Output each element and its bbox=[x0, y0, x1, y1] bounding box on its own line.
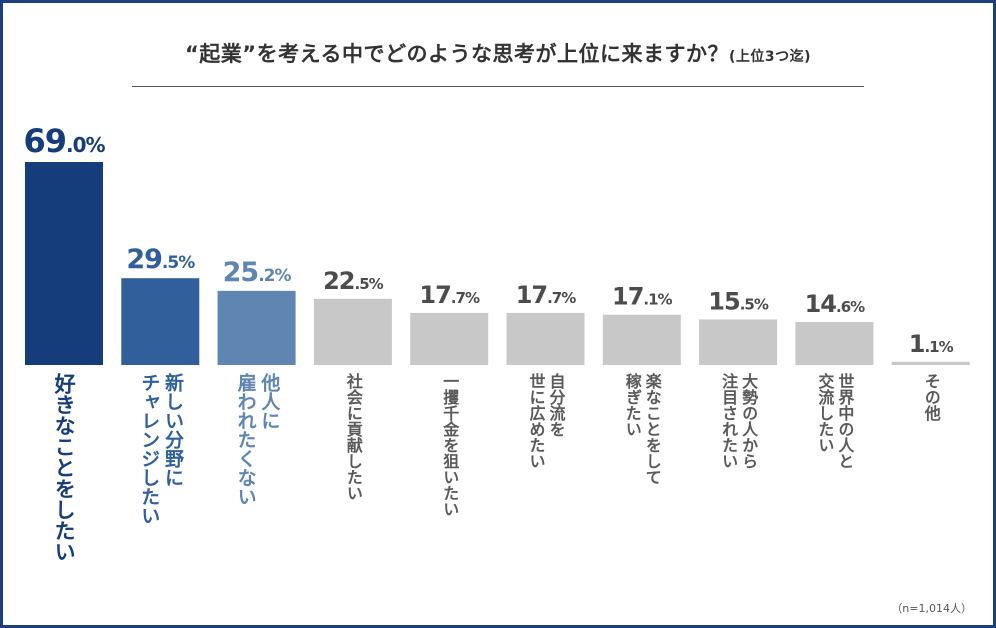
category-label-line: 大勢の人から bbox=[739, 373, 759, 469]
category-label-line: 雇われたくない bbox=[234, 373, 257, 506]
category-label-line: 世に広めたい bbox=[526, 373, 546, 469]
bar-3 bbox=[217, 290, 296, 365]
category-label-2: 新しい分野に チャレンジしたい bbox=[137, 373, 185, 613]
value-label-int: 17 bbox=[516, 281, 547, 309]
category-label-line: 注目されたい bbox=[719, 373, 739, 469]
value-label-int: 29 bbox=[126, 244, 162, 275]
value-label-dec: .1% bbox=[924, 338, 953, 356]
value-label-dec: .5% bbox=[162, 253, 195, 273]
value-label-6: 17.7% bbox=[516, 281, 577, 309]
category-label-line: その他 bbox=[921, 373, 941, 421]
value-label-int: 25 bbox=[223, 257, 259, 288]
value-label-10: 1.1% bbox=[909, 330, 954, 358]
category-label-5: 一攫千金を狙いたい bbox=[439, 373, 459, 613]
category-label-line: 好きなことをしたい bbox=[52, 373, 77, 562]
category-label-8: 大勢の人から 注目されたい bbox=[718, 373, 758, 613]
value-label-3: 25.2% bbox=[223, 257, 292, 288]
bar-4 bbox=[313, 298, 392, 365]
value-label-2: 29.5% bbox=[126, 244, 195, 275]
bar-1 bbox=[25, 162, 103, 365]
value-label-dec: .0% bbox=[66, 133, 106, 157]
category-label-line: 新しい分野に bbox=[162, 373, 185, 487]
bar-2 bbox=[121, 278, 200, 365]
chart-title: “起業”を考える中でどのような思考が上位に来ますか？(上位3つ迄) bbox=[0, 38, 996, 68]
category-label-box-5: 一攫千金を狙いたい bbox=[439, 373, 459, 613]
value-label-int: 69 bbox=[23, 122, 66, 160]
category-label-7: 楽なことをして 稼ぎたい bbox=[622, 373, 662, 613]
category-label-6: 自分流を 世に広めたい bbox=[526, 373, 566, 613]
bar-7 bbox=[602, 314, 681, 365]
bar-10 bbox=[891, 361, 970, 365]
value-label-dec: .7% bbox=[547, 289, 576, 307]
bar-5 bbox=[410, 312, 489, 365]
value-label-8: 15.5% bbox=[708, 287, 769, 315]
category-label-4: 社会に貢献したい bbox=[343, 373, 363, 613]
value-label-1: 69.0% bbox=[23, 122, 105, 160]
category-label-line: 世界中の人と bbox=[835, 373, 855, 469]
category-label-line: チャレンジしたい bbox=[138, 373, 161, 525]
value-label-int: 22 bbox=[323, 267, 354, 295]
category-label-line: 他人に bbox=[258, 373, 281, 430]
value-label-int: 17 bbox=[612, 283, 643, 311]
category-label-line: 交流したい bbox=[815, 373, 835, 453]
chart-title-main: “起業”を考える中でどのような思考が上位に来ますか？ bbox=[184, 42, 729, 66]
value-label-5: 17.7% bbox=[419, 281, 480, 309]
category-label-1: 好きなことをしたい bbox=[51, 373, 77, 613]
value-label-dec: .6% bbox=[836, 298, 865, 316]
category-label-3: 他人に 雇われたくない bbox=[233, 373, 281, 613]
bar-8 bbox=[699, 319, 778, 365]
category-label-box-4: 社会に貢献したい bbox=[343, 373, 363, 613]
value-label-int: 17 bbox=[419, 281, 450, 309]
category-label-line: 稼ぎたい bbox=[622, 373, 642, 437]
value-label-int: 1 bbox=[909, 330, 925, 358]
category-label-box-1: 好きなことをしたい bbox=[51, 373, 77, 613]
value-label-dec: .5% bbox=[740, 295, 769, 313]
category-label-line: 自分流を bbox=[546, 373, 566, 437]
value-label-dec: .5% bbox=[355, 275, 384, 293]
value-label-7: 17.1% bbox=[612, 283, 673, 311]
value-label-9: 14.6% bbox=[805, 290, 866, 318]
value-label-dec: .1% bbox=[643, 291, 672, 309]
chart-title-sub: (上位3つ迄) bbox=[728, 49, 812, 65]
category-label-line: 社会に貢献したい bbox=[343, 373, 363, 501]
category-label-line: 一攫千金を狙いたい bbox=[440, 373, 460, 517]
value-label-dec: .7% bbox=[451, 289, 480, 307]
value-label-4: 22.5% bbox=[323, 267, 384, 295]
value-label-dec: .2% bbox=[258, 266, 291, 286]
bar-6 bbox=[506, 312, 585, 365]
category-label-box-10: その他 bbox=[921, 373, 941, 613]
category-label-9: 世界中の人と 交流したい bbox=[814, 373, 854, 613]
sample-size-note: （n=1,014人） bbox=[891, 602, 972, 615]
value-label-int: 15 bbox=[708, 287, 740, 315]
title-divider bbox=[132, 86, 864, 87]
category-label-10: その他 bbox=[921, 373, 941, 613]
category-label-line: 楽なことをして bbox=[642, 373, 662, 485]
value-label-int: 14 bbox=[805, 290, 837, 318]
bar-9 bbox=[795, 322, 874, 365]
